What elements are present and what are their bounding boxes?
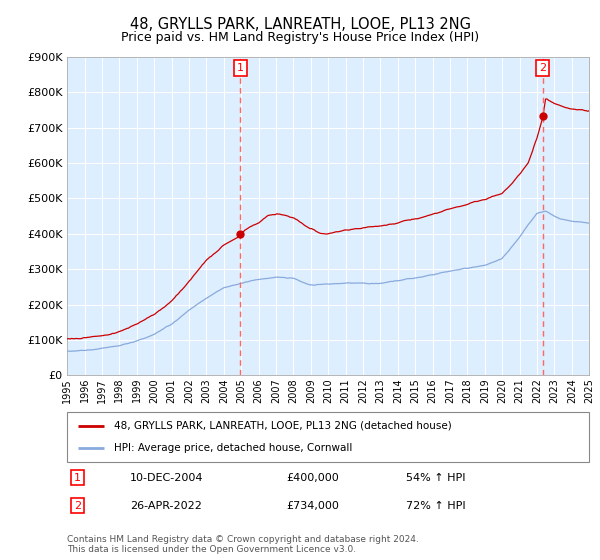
Text: 2: 2 (539, 63, 546, 73)
Text: 72% ↑ HPI: 72% ↑ HPI (407, 501, 466, 511)
Text: Contains HM Land Registry data © Crown copyright and database right 2024.
This d: Contains HM Land Registry data © Crown c… (67, 535, 419, 554)
Text: £734,000: £734,000 (286, 501, 340, 511)
FancyBboxPatch shape (67, 412, 589, 462)
Text: 1: 1 (74, 473, 81, 483)
Text: 54% ↑ HPI: 54% ↑ HPI (407, 473, 466, 483)
Text: HPI: Average price, detached house, Cornwall: HPI: Average price, detached house, Corn… (114, 443, 353, 453)
Text: 48, GRYLLS PARK, LANREATH, LOOE, PL13 2NG: 48, GRYLLS PARK, LANREATH, LOOE, PL13 2N… (130, 17, 470, 32)
Text: 2: 2 (74, 501, 81, 511)
Text: £400,000: £400,000 (286, 473, 339, 483)
Text: 1: 1 (237, 63, 244, 73)
Text: 10-DEC-2004: 10-DEC-2004 (130, 473, 203, 483)
Text: 48, GRYLLS PARK, LANREATH, LOOE, PL13 2NG (detached house): 48, GRYLLS PARK, LANREATH, LOOE, PL13 2N… (114, 421, 452, 431)
Text: Price paid vs. HM Land Registry's House Price Index (HPI): Price paid vs. HM Land Registry's House … (121, 31, 479, 44)
Text: 26-APR-2022: 26-APR-2022 (130, 501, 202, 511)
